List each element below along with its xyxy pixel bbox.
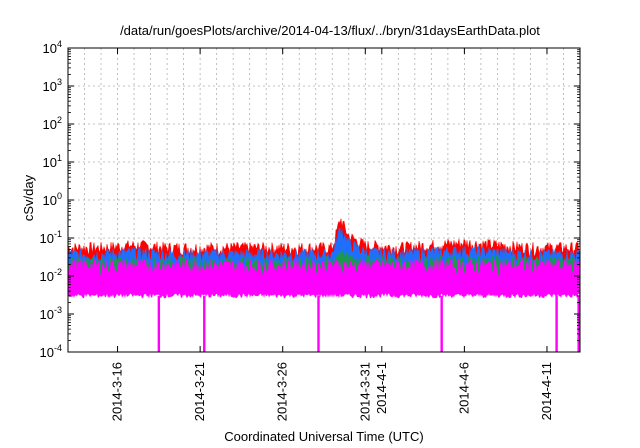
chart-title: /data/run/goesPlots/archive/2014-04-13/f… <box>120 23 540 38</box>
x-tick-label: 2014-4-1 <box>374 362 389 414</box>
dropout-spike <box>440 295 443 352</box>
dropout-spike <box>317 295 320 352</box>
x-tick-label: 2014-3-16 <box>110 362 125 421</box>
y-tick-label: 101 <box>43 153 62 170</box>
y-tick-label: 100 <box>43 191 62 208</box>
dropout-spike <box>577 295 580 352</box>
plot-frame <box>67 47 581 353</box>
x-axis-label: Coordinated Universal Time (UTC) <box>224 429 423 444</box>
x-tick-label: 2014-4-11 <box>539 362 554 420</box>
y-tick-labels: 10-4 10-3 10-2 10-1 100 101 102 103 104 <box>40 39 62 360</box>
y-tick-label: 10-4 <box>40 343 62 360</box>
x-tick-label: 2014-3-31 <box>357 362 372 421</box>
y-tick-label: 103 <box>43 77 62 94</box>
y-tick-label: 10-3 <box>40 305 62 322</box>
grid-layer <box>68 48 580 352</box>
axes-layer <box>67 47 581 353</box>
below-floor-mask <box>68 293 580 352</box>
y-tick-label: 10-2 <box>40 267 62 284</box>
dropout-spike <box>203 295 206 352</box>
y-tick-label: 104 <box>43 39 62 56</box>
x-tick-label: 2014-4-6 <box>456 362 471 414</box>
dropout-spike <box>555 295 558 352</box>
x-tick-label: 2014-3-21 <box>192 362 207 421</box>
y-axis-label: cSv/day <box>21 174 36 221</box>
series-layer <box>67 218 581 353</box>
x-tick-label: 2014-3-26 <box>275 362 290 421</box>
dropout-spike <box>157 295 161 352</box>
y-tick-label: 10-1 <box>40 229 62 246</box>
y-tick-label: 102 <box>43 115 62 132</box>
x-tick-labels: 2014-3-16 2014-3-21 2014-3-26 2014-3-31 2014… <box>110 362 554 421</box>
